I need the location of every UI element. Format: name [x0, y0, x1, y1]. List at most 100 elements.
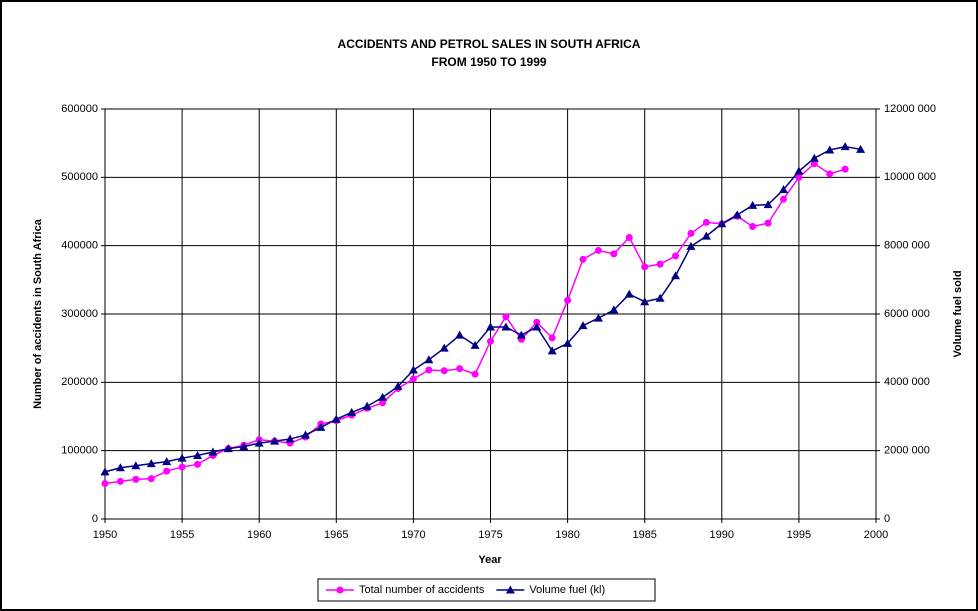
y2-tick-label: 12000 000	[884, 103, 936, 115]
marker	[779, 195, 787, 203]
marker	[162, 457, 172, 466]
marker	[732, 210, 742, 219]
y2-tick-label: 4000 000	[884, 376, 930, 388]
marker	[856, 144, 866, 153]
marker	[409, 375, 417, 383]
legend-marker	[505, 585, 515, 594]
marker	[285, 434, 295, 443]
marker	[116, 477, 124, 485]
legend-marker	[336, 586, 344, 594]
y2-tick-label: 6000 000	[884, 308, 930, 320]
marker	[379, 399, 387, 407]
x-tick-label: 1980	[555, 529, 579, 541]
y-axis-title: Number of accidents in South Africa	[32, 218, 44, 409]
marker	[331, 414, 341, 423]
marker	[655, 293, 665, 302]
y2-tick-label: 8000 000	[884, 240, 930, 252]
marker	[563, 338, 573, 347]
marker	[455, 330, 465, 339]
marker	[841, 165, 849, 173]
x-tick-label: 1975	[478, 529, 502, 541]
marker	[270, 436, 280, 445]
y2-tick-label: 2000 000	[884, 445, 930, 457]
marker	[717, 219, 727, 228]
marker	[178, 463, 186, 471]
marker	[578, 321, 588, 330]
marker	[194, 460, 202, 468]
x-tick-label: 1970	[401, 529, 425, 541]
marker	[115, 463, 125, 472]
marker	[749, 223, 757, 231]
y-tick-label: 100000	[61, 445, 98, 457]
marker	[625, 233, 633, 241]
marker	[100, 467, 110, 476]
y-tick-label: 600000	[61, 103, 98, 115]
marker	[810, 160, 818, 168]
marker	[748, 200, 758, 209]
marker	[594, 246, 602, 254]
marker	[686, 241, 696, 250]
marker	[610, 250, 618, 258]
y-tick-label: 300000	[61, 308, 98, 320]
marker	[193, 450, 203, 459]
marker	[393, 381, 403, 390]
x-tick-label: 1990	[710, 529, 734, 541]
y2-axis-title: Volume fuel sold	[952, 270, 964, 357]
x-axis-title: Year	[478, 554, 502, 566]
marker	[794, 166, 804, 175]
marker	[701, 231, 711, 240]
marker	[440, 367, 448, 375]
marker	[640, 297, 650, 306]
marker	[501, 322, 511, 331]
marker	[456, 365, 464, 373]
marker	[254, 438, 264, 447]
y2-tick-label: 10000 000	[884, 171, 936, 183]
marker	[408, 365, 418, 374]
y-tick-label: 400000	[61, 240, 98, 252]
marker	[239, 442, 249, 451]
marker	[378, 392, 388, 401]
marker	[163, 467, 171, 475]
marker	[825, 145, 835, 154]
marker	[316, 422, 326, 431]
marker	[809, 153, 819, 162]
chart-subtitle: FROM 1950 TO 1999	[431, 55, 546, 69]
marker	[702, 218, 710, 226]
marker	[347, 407, 357, 416]
marker	[641, 263, 649, 271]
marker	[208, 447, 218, 456]
marker	[101, 479, 109, 487]
marker	[439, 343, 449, 352]
marker	[547, 346, 557, 355]
marker	[147, 475, 155, 483]
marker	[470, 340, 480, 349]
marker	[593, 313, 603, 322]
y2-tick-label: 0	[884, 513, 890, 525]
marker	[424, 355, 434, 364]
marker	[471, 370, 479, 378]
marker	[795, 173, 803, 181]
marker	[764, 219, 772, 227]
chart-title: ACCIDENTS AND PETROL SALES IN SOUTH AFRI…	[338, 37, 641, 51]
marker	[624, 289, 634, 298]
y-tick-label: 500000	[61, 171, 98, 183]
marker	[778, 185, 788, 194]
marker	[486, 322, 495, 331]
marker	[532, 322, 542, 331]
marker	[687, 229, 695, 237]
marker	[516, 330, 526, 339]
x-tick-label: 1965	[324, 529, 348, 541]
marker	[840, 142, 850, 151]
marker	[656, 260, 664, 268]
marker	[564, 296, 572, 304]
marker	[579, 255, 587, 263]
marker	[223, 444, 233, 453]
marker	[300, 430, 310, 439]
marker	[763, 200, 773, 209]
marker	[132, 475, 140, 483]
x-tick-label: 1995	[787, 529, 811, 541]
x-tick-label: 1955	[170, 529, 194, 541]
x-tick-label: 2000	[864, 529, 888, 541]
